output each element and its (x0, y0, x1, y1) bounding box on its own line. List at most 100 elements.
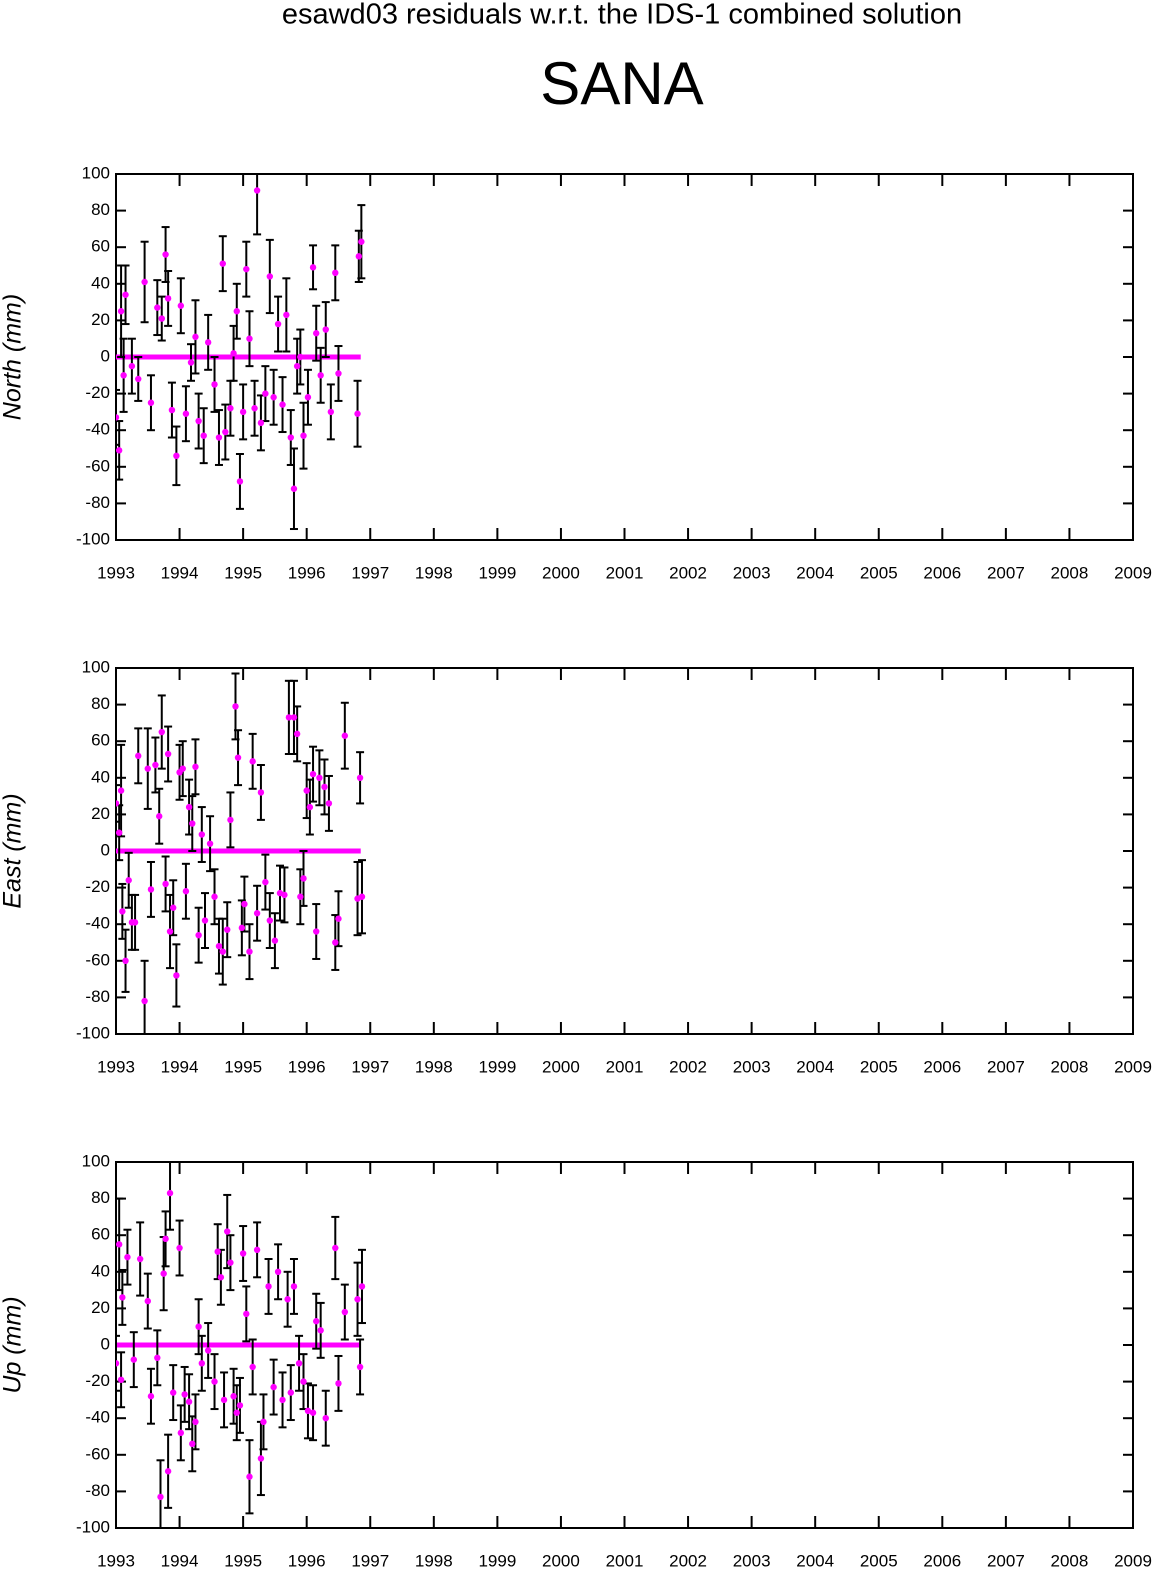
point (198, 1360, 206, 1367)
point (192, 1418, 199, 1426)
point (356, 774, 364, 781)
point (200, 432, 207, 439)
point (116, 447, 123, 454)
point (119, 1294, 126, 1301)
y-axis-label: East (mm) (0, 793, 27, 908)
point (266, 917, 274, 924)
y-tick-label: 60 (91, 731, 110, 750)
y-tick-label: 20 (91, 1298, 110, 1317)
point (158, 728, 165, 736)
point (236, 478, 244, 485)
point (116, 829, 123, 836)
y-tick-label: -60 (85, 1444, 110, 1463)
x-tick-label: 2009 (1114, 1057, 1152, 1076)
x-tick-label: 1996 (288, 1551, 326, 1570)
point (358, 893, 366, 900)
point (220, 1396, 228, 1404)
point (316, 774, 323, 781)
point (136, 1255, 144, 1263)
point (355, 253, 363, 260)
point (287, 434, 294, 441)
point (233, 1409, 240, 1416)
point (215, 434, 223, 441)
point (227, 405, 234, 412)
y-tick-label: 0 (101, 840, 110, 859)
point (335, 915, 342, 922)
y-tick-label: -80 (85, 493, 110, 512)
point (253, 910, 261, 917)
point (341, 732, 349, 739)
y-tick-label: -60 (85, 950, 110, 969)
point (322, 326, 329, 333)
point (162, 880, 169, 888)
point (166, 1189, 174, 1197)
point (243, 265, 250, 273)
point (290, 1283, 298, 1290)
point (201, 917, 209, 924)
x-tick-label: 2002 (669, 563, 707, 582)
point (230, 1393, 237, 1400)
x-tick-label: 2005 (860, 563, 898, 582)
x-tick-label: 2002 (669, 1057, 707, 1076)
panel: -100 -80 -60 -40 -20 0 20 40 60 80 100 1993 1994 1995… (0, 163, 1152, 582)
point (173, 452, 180, 460)
x-tick-label: 1998 (415, 1551, 453, 1570)
y-tick-label: -80 (85, 1481, 110, 1500)
x-tick-label: 2009 (1114, 1551, 1152, 1570)
point (144, 765, 151, 772)
point (185, 803, 193, 811)
y-tick-label: 80 (91, 694, 110, 713)
point (274, 320, 282, 328)
y-tick-label: 80 (91, 200, 110, 219)
y-tick-label: 0 (101, 1334, 110, 1353)
x-tick-label: 2003 (733, 563, 771, 582)
point (300, 1378, 307, 1385)
point (214, 1248, 221, 1255)
point (285, 714, 293, 721)
point (249, 1363, 256, 1371)
point (358, 238, 365, 245)
error-bar (116, 1334, 120, 1392)
point (135, 375, 142, 383)
point (279, 1396, 286, 1404)
point (119, 908, 126, 915)
x-tick-label: 1997 (351, 1551, 389, 1570)
point (204, 1347, 212, 1354)
station: SANA (540, 50, 703, 117)
x-tick-label: 2001 (606, 1551, 644, 1570)
x-tick-label: 1997 (351, 563, 389, 582)
point (303, 787, 310, 794)
point (162, 251, 169, 258)
point (154, 304, 161, 311)
point (332, 939, 339, 946)
point (313, 330, 320, 337)
x-tick-label: 1996 (288, 1057, 326, 1076)
point (335, 370, 342, 377)
point (262, 390, 269, 397)
point (152, 761, 159, 769)
x-tick-label: 2000 (542, 1551, 580, 1570)
point (179, 765, 186, 772)
point (177, 1429, 185, 1437)
point (266, 273, 274, 280)
point (300, 875, 307, 882)
point (317, 1327, 324, 1334)
point (354, 1296, 361, 1303)
x-tick-label: 2001 (606, 1057, 644, 1076)
y-tick-label: 20 (91, 310, 110, 329)
point (271, 937, 279, 944)
point (241, 900, 248, 908)
x-tick-label: 2003 (733, 1551, 771, 1570)
point (239, 408, 247, 416)
x-tick-label: 1994 (161, 1057, 199, 1076)
point (128, 362, 136, 370)
point (246, 335, 253, 342)
point (211, 381, 218, 388)
point (270, 1383, 277, 1391)
x-tick-label: 1994 (161, 563, 199, 582)
y-tick-label: -100 (76, 1023, 110, 1042)
panel: -100 -80 -60 -40 -20 0 20 40 60 80 100 1993 1994 1995… (0, 1151, 1152, 1570)
point (192, 333, 199, 341)
x-tick-label: 2003 (733, 1057, 771, 1076)
